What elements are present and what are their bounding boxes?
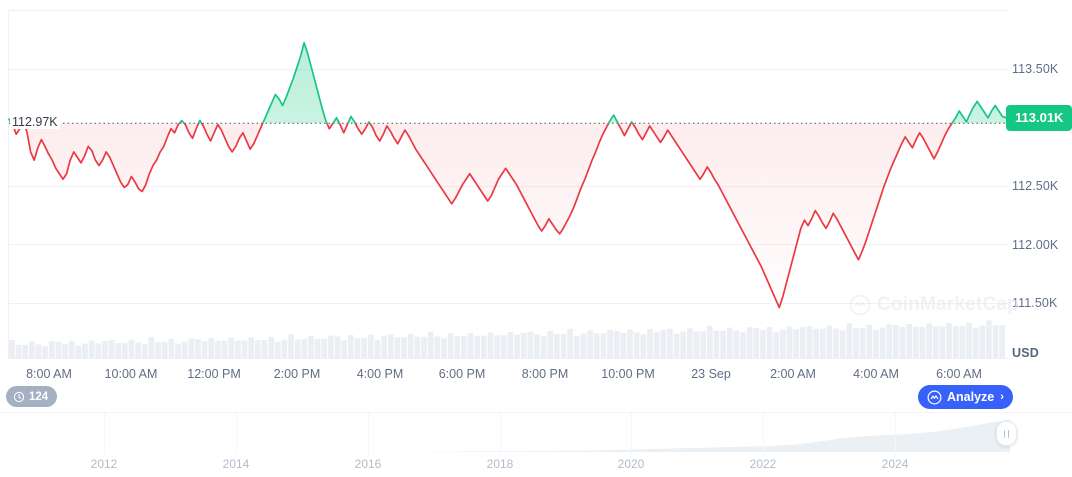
chevron-right-icon: › xyxy=(1000,391,1004,403)
navigator-gridline xyxy=(895,413,896,455)
y-axis-line xyxy=(8,10,9,358)
navigator-gridline xyxy=(368,413,369,455)
navigator-right-handle[interactable] xyxy=(996,421,1017,446)
x-tick-label: 8:00 PM xyxy=(521,367,569,381)
y-tick-113-50k: 113.50K xyxy=(1012,62,1059,76)
gridline-113-50k xyxy=(8,69,1008,70)
gridline-112-00k xyxy=(8,244,1008,245)
navigator-year-label: 2020 xyxy=(617,457,645,471)
plot-area xyxy=(8,10,1008,358)
navigator-year-label: 2012 xyxy=(90,457,118,471)
x-tick-label: 2:00 AM xyxy=(770,367,816,381)
x-tick-label: 23 Sep xyxy=(691,367,731,381)
current-price-badge: 113.01K xyxy=(1006,104,1072,131)
y-tick-112-00k: 112.00K xyxy=(1012,238,1059,252)
navigator-year-label: 2024 xyxy=(881,457,909,471)
reference-price-label: 112.97K xyxy=(10,115,60,130)
gridline-112-50k xyxy=(8,186,1008,187)
grip-line xyxy=(1007,429,1010,438)
analyze-logo-icon xyxy=(927,390,942,404)
x-tick-label: 4:00 PM xyxy=(356,367,404,381)
y-tick-111-50k: 111.50K xyxy=(1012,296,1058,310)
navigator-gridline xyxy=(763,413,764,455)
analyze-button[interactable]: Analyze › xyxy=(918,385,1013,409)
x-tick-label: 8:00 AM xyxy=(26,367,72,381)
x-axis-line xyxy=(8,358,1008,359)
x-tick-label: 10:00 AM xyxy=(104,367,158,381)
navigator-gridline xyxy=(236,413,237,455)
navigator-year-label: 2022 xyxy=(749,457,777,471)
range-navigator[interactable] xyxy=(0,412,1072,455)
x-tick-label: 6:00 AM xyxy=(936,367,982,381)
datapoint-count-badge[interactable]: 124 xyxy=(6,386,58,407)
x-tick-label: 2:00 PM xyxy=(273,367,321,381)
navigator-gridline xyxy=(104,413,105,455)
navigator-year-label: 2014 xyxy=(222,457,250,471)
x-tick-label: 6:00 PM xyxy=(438,367,486,381)
x-tick-label: 10:00 PM xyxy=(601,367,655,381)
datapoint-count-value: 124 xyxy=(29,390,49,403)
y-tick-112-50k: 112.50K xyxy=(1012,179,1059,193)
y-axis-currency-label: USD xyxy=(1012,346,1039,360)
navigator-gridline xyxy=(500,413,501,455)
clock-icon xyxy=(13,391,25,402)
navigator-gridline xyxy=(631,413,632,455)
x-tick-label: 4:00 AM xyxy=(853,367,899,381)
analyze-button-label: Analyze xyxy=(947,390,995,404)
navigator-year-label: 2018 xyxy=(486,457,514,471)
x-tick-label: 12:00 PM xyxy=(187,367,241,381)
grip-line xyxy=(1003,429,1006,438)
gridline-111-50k xyxy=(8,303,1008,304)
navigator-year-label: 2016 xyxy=(354,457,382,471)
